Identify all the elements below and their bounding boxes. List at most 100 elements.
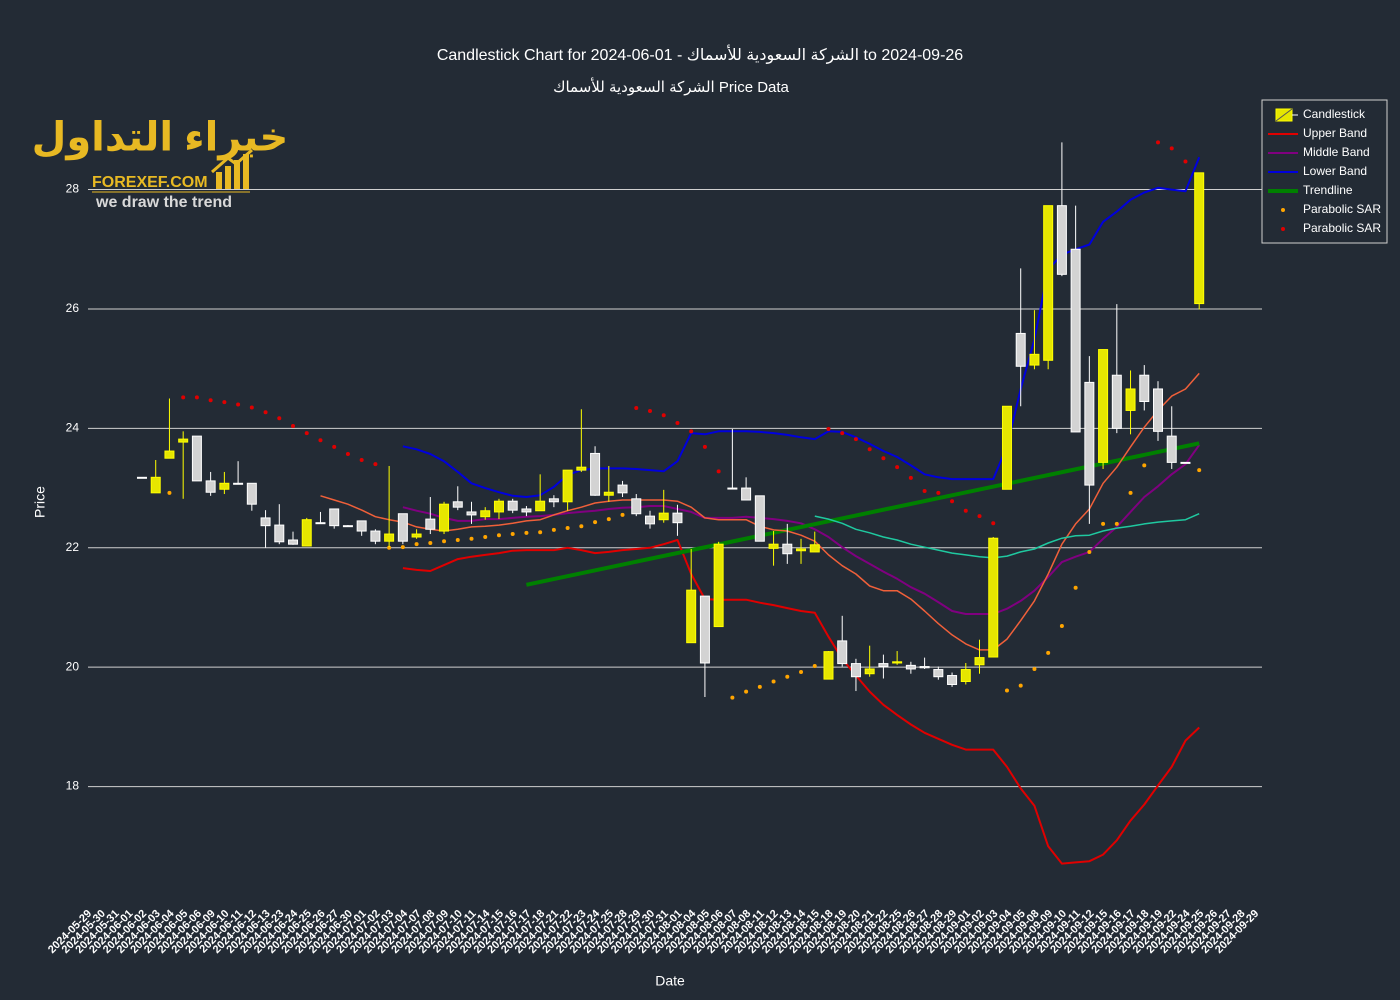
candle-body (548, 498, 559, 503)
sar-dot (702, 444, 707, 449)
sar-dot (812, 663, 817, 668)
candle-body (644, 515, 655, 525)
candle-body (535, 500, 546, 512)
sar-dot (400, 545, 405, 550)
y-tick-label: 22 (66, 540, 80, 554)
sar-dot (236, 402, 241, 407)
sar-dot (606, 517, 611, 522)
sar-dot (675, 420, 680, 425)
sar-dot (318, 438, 323, 443)
candle-body (1070, 248, 1081, 433)
candle-body (809, 544, 820, 553)
candle-body (905, 664, 916, 670)
candle-body (425, 518, 436, 530)
legend-label: Upper Band (1303, 126, 1367, 140)
sar-dot (579, 524, 584, 529)
y-tick-label: 20 (66, 659, 80, 673)
candle-body (713, 543, 724, 628)
sar-dot (167, 490, 172, 495)
candle-body (1139, 374, 1150, 402)
sar-dot (950, 499, 955, 504)
candle-body (521, 508, 532, 513)
sar-dot (1197, 468, 1202, 473)
sar-dot (277, 416, 282, 421)
legend-label: Parabolic SAR (1303, 202, 1381, 216)
sar-dot (565, 526, 570, 531)
sar-dot (1046, 650, 1051, 655)
candle-body (260, 517, 271, 527)
candle-body (782, 543, 793, 555)
logo-arrow (211, 148, 253, 174)
candle-body (480, 510, 491, 518)
candle-body (933, 669, 944, 678)
sar-dot (1018, 683, 1023, 688)
candle-body (439, 503, 450, 532)
candle-body (178, 438, 189, 443)
sar-dot (716, 469, 721, 474)
sar-dot (963, 508, 968, 513)
candle-body (741, 487, 752, 501)
candle-body (233, 482, 244, 485)
sar-dot (689, 429, 694, 434)
y-axis-title: Price (32, 486, 48, 518)
candle-body (631, 498, 642, 515)
chart-title: Candlestick Chart for الشركة السعودية لل… (437, 44, 963, 65)
sar-dot (208, 398, 213, 403)
candle-body (274, 524, 285, 543)
sar-dot (936, 490, 941, 495)
candle-body (397, 513, 408, 542)
candle-body (329, 508, 340, 527)
candle-body (411, 533, 422, 538)
sar-dot (593, 520, 598, 525)
candle-body (288, 539, 299, 545)
candle-body (699, 595, 710, 664)
sar-dot (1101, 521, 1106, 526)
legend-label: Lower Band (1303, 164, 1367, 178)
sar-dot (387, 545, 392, 550)
y-tick-label: 24 (66, 421, 80, 435)
logo-tagline: we draw the trend (95, 194, 232, 211)
candle-body (315, 522, 326, 525)
sar-dot (1059, 623, 1064, 628)
candle-body (1084, 381, 1095, 486)
sar-dot (647, 409, 652, 414)
candle-body (658, 512, 669, 521)
sar-dot (908, 475, 913, 480)
sar-dot (496, 533, 501, 538)
sar-dot (1004, 688, 1009, 693)
legend-label: Trendline (1303, 183, 1353, 197)
sar-dot (881, 456, 886, 461)
candle-body (1194, 172, 1205, 305)
sar-dot (332, 444, 337, 449)
sar-dot (181, 395, 186, 400)
logo-bar (225, 166, 231, 190)
candle-body (892, 661, 903, 664)
candle-body (1056, 205, 1067, 275)
candle-body (466, 511, 477, 516)
candle-body (727, 487, 738, 490)
sar-dot (249, 405, 254, 410)
series-line (402, 539, 1200, 865)
candle-body (493, 500, 504, 513)
sar-dot (799, 669, 804, 674)
candle-body (219, 482, 230, 490)
candle-body (1043, 205, 1054, 361)
candle-body (1166, 435, 1177, 463)
sar-dot (538, 530, 543, 535)
sar-dot (345, 452, 350, 457)
candle-body (988, 537, 999, 658)
logo-bar (234, 160, 240, 190)
sar-dot (455, 538, 460, 542)
legend-icon (1275, 108, 1293, 122)
candle-body (301, 519, 312, 547)
candle-body (1001, 405, 1012, 490)
sar-dot (291, 423, 296, 428)
sar-dot (785, 674, 790, 679)
logo-bar (216, 172, 222, 190)
candle-body (356, 520, 367, 532)
candle-body (837, 640, 848, 665)
sar-dot (1128, 490, 1133, 495)
candle-body (164, 450, 175, 459)
candle-body (919, 666, 930, 669)
